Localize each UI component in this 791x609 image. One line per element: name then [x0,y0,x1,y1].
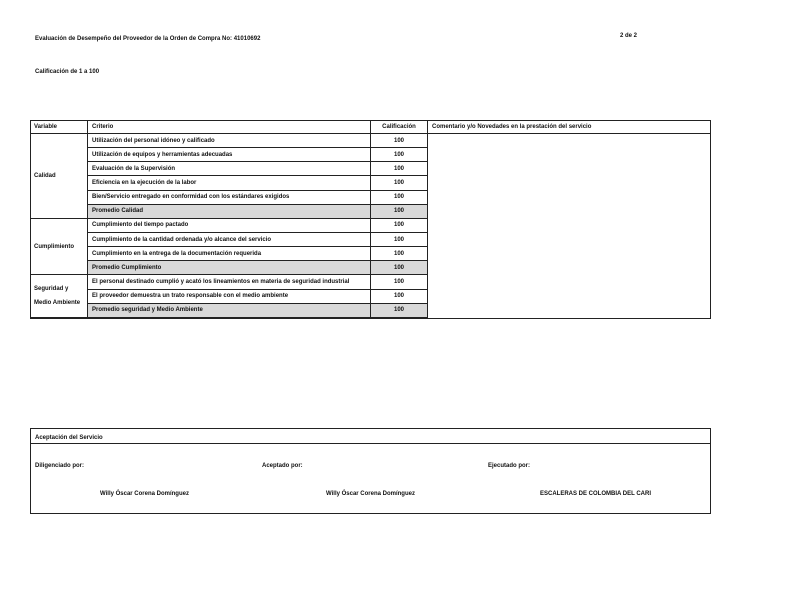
score: 100 [371,290,427,304]
score: 100 [371,176,427,191]
variable-cell: Seguridad y Medio Ambiente [30,276,87,318]
average-criterion: Promedio seguridad y Medio Ambiente [88,303,370,318]
variable-label: Seguridad y [34,286,69,293]
signature-name: ESCALERAS DE COLOMBIA DEL CARI [540,491,652,497]
signature-label: Aceptado por: [262,463,303,469]
average-score: 100 [371,204,427,219]
variable-label: Calidad [34,172,56,179]
signature-label: Diligenciado por: [35,463,85,469]
score: 100 [371,191,427,205]
acceptance-title: Aceptación del Servicio [35,435,103,441]
average-score: 100 [371,261,427,276]
score: 100 [371,134,427,149]
score: 100 [371,247,427,262]
signature-name: Willy Óscar Corena Domínguez [100,491,189,497]
variable-cell: Cumplimiento [30,219,87,276]
doc-title: Evaluación de Desempeño del Proveedor de… [35,36,261,42]
page-number: 2 de 2 [620,33,638,39]
score: 100 [371,276,427,290]
scale-note: Calificación de 1 a 100 [35,69,100,75]
criterion: Evaluación de la Supervisión [88,162,370,177]
score: 100 [371,219,427,234]
table-header: Criterio [87,120,370,134]
variable-label: Medio Ambiente [34,300,81,307]
signature-label: Ejecutado por: [488,463,531,469]
score: 100 [371,162,427,177]
column-line [370,120,371,319]
criterion: Eficiencia en la ejecución de la labor [88,176,370,191]
table-header: Variable [30,120,87,134]
column-line [87,120,88,319]
score: 100 [371,148,427,163]
acceptance-divider [30,443,711,444]
criterion: Bien/Servicio entregado en conformidad c… [88,191,370,205]
column-line [427,120,428,319]
acceptance-frame [30,428,711,514]
criterion: El personal destinado cumplió y acató lo… [88,276,370,290]
average-criterion: Promedio Calidad [88,204,370,219]
criterion: Cumplimiento de la cantidad ordenada y/o… [88,233,370,248]
score: 100 [371,233,427,248]
criterion: Utilización de equipos y herramientas ad… [88,148,370,163]
average-score: 100 [371,303,427,318]
criterion: Cumplimiento en la entrega de la documen… [88,247,370,262]
criterion: Utilización del personal idóneo y califi… [88,134,370,149]
variable-cell: Calidad [30,134,87,219]
average-criterion: Promedio Cumplimiento [88,261,370,276]
table-header: Comentario y/o Novedades en la prestació… [427,120,711,134]
variable-label: Cumplimiento [34,243,74,250]
criterion: Cumplimiento del tiempo pactado [88,219,370,234]
signature-name: Willy Óscar Corena Domínguez [326,491,415,497]
criterion: El proveedor demuestra un trato responsa… [88,290,370,304]
table-header: Calificación [370,120,427,134]
